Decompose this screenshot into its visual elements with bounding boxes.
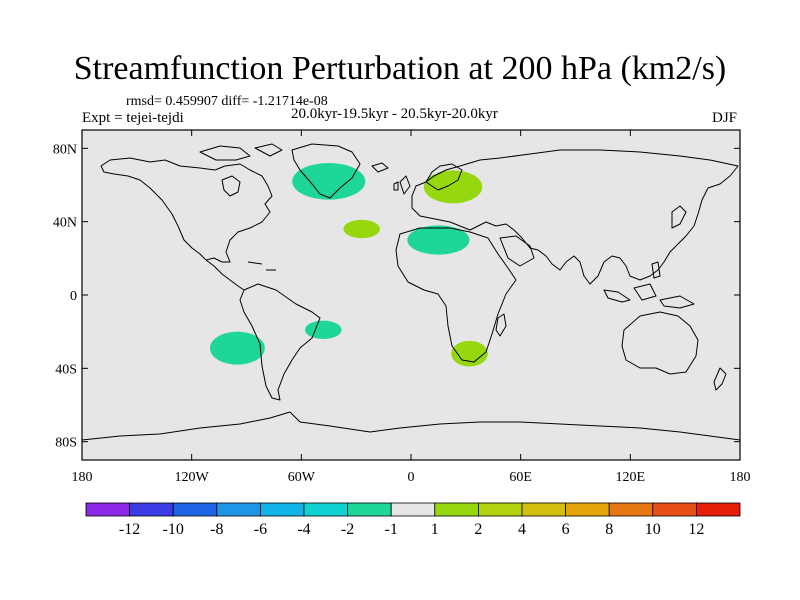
coast-south-america	[239, 283, 321, 401]
coast-iceland	[371, 162, 389, 173]
experiment-label: Expt = tejei-tejdi	[82, 110, 184, 126]
coast-madagascar	[495, 313, 507, 337]
colorbar-swatch	[259, 502, 305, 517]
lon-tick-label: 180	[72, 470, 93, 485]
colorbar-label: 2	[474, 521, 482, 538]
coast-australia	[621, 311, 699, 375]
coast-eurasia	[411, 149, 739, 285]
colorbar-swatch	[85, 502, 130, 517]
coast-new-zealand	[713, 367, 727, 391]
coast-arctic-islands	[199, 143, 283, 161]
colorbar-swatch	[216, 502, 261, 517]
colorbar-swatch	[521, 502, 566, 517]
colorbar-label: 6	[562, 521, 570, 538]
map-background	[82, 130, 740, 460]
colorbar-label: 1	[431, 521, 439, 538]
anomaly-southern-africa-positive	[451, 340, 488, 367]
colorbar-label: -8	[210, 521, 223, 538]
colorbar-label: -2	[341, 521, 354, 538]
colorbar-label: -6	[254, 521, 267, 538]
colorbar-swatch	[347, 502, 392, 517]
coast-antarctica	[82, 411, 740, 441]
season-label: DJF	[712, 110, 738, 126]
anomaly-mid-atlantic-positive	[343, 219, 380, 239]
latitude-axis: 80N 40N 0 40S 80S	[53, 142, 740, 451]
lon-tick-label: 60W	[288, 470, 316, 485]
lon-tick-label: 180	[730, 470, 751, 485]
anomaly-north-atlantic-negative	[292, 163, 366, 200]
coast-japan	[671, 205, 687, 229]
longitude-axis: 180 120W 60W 0 60E 120E 180	[72, 130, 751, 485]
lon-tick-label: 60E	[509, 470, 532, 485]
coast-scandinavia	[425, 163, 463, 191]
coast-hudson-bay	[221, 175, 241, 197]
colorbar-label: -10	[163, 521, 184, 538]
colorbar-label: 10	[645, 521, 661, 538]
lat-tick-label: 40N	[53, 216, 77, 231]
anomaly-contours	[209, 163, 488, 367]
colorbar-label: 4	[518, 521, 526, 538]
statistics-text: rmsd= 0.459907 diff= -1.21714e-08	[126, 94, 328, 109]
colorbar-swatch	[434, 502, 479, 517]
coast-north-america	[100, 157, 273, 263]
lon-tick-label: 120E	[616, 470, 646, 485]
anomaly-southeast-pacific-negative	[209, 331, 265, 365]
colorbar-swatch	[565, 502, 610, 517]
lon-tick-label: 0	[408, 470, 415, 485]
lat-tick-label: 0	[70, 289, 77, 304]
coast-maritime-continent	[603, 261, 695, 309]
plot-title: Streamfunction Perturbation at 200 hPa (…	[73, 50, 727, 87]
colorbar-swatch	[129, 502, 174, 517]
coast-africa	[395, 227, 517, 363]
colorbar-label: -12	[119, 521, 140, 538]
coast-central-america	[205, 259, 276, 291]
anomaly-europe-positive	[423, 170, 483, 204]
coast-british-isles	[393, 175, 411, 195]
anomaly-south-atlantic-negative	[304, 320, 342, 340]
colorbar-swatch	[608, 502, 654, 517]
period-label: 20.0kyr-19.5kyr - 20.5kyr-20.0kyr	[291, 106, 498, 122]
colorbar-swatch	[172, 502, 218, 517]
colorbar-swatch	[652, 502, 697, 517]
coastlines	[82, 143, 740, 441]
lat-tick-label: 40S	[55, 362, 77, 377]
lat-tick-label: 80N	[53, 142, 77, 157]
colorbar-label: 12	[688, 521, 704, 538]
colorbar-swatch	[390, 502, 436, 517]
colorbar-label: -4	[297, 521, 310, 538]
coast-greenland	[291, 143, 361, 199]
colorbar-swatch	[696, 502, 741, 517]
colorbar-swatch	[477, 502, 523, 517]
coast-arabia	[499, 235, 535, 267]
lat-tick-label: 80S	[55, 436, 77, 451]
anomaly-north-africa-negative	[407, 225, 470, 255]
colorbar-swatch	[303, 502, 348, 517]
colorbar-label: -1	[385, 521, 398, 538]
colorbar-label: 8	[605, 521, 613, 538]
colorbar: -12 -10 -8 -6 -4 -2 -1 1 2 4 6 8 10 12	[85, 502, 741, 538]
lon-tick-label: 120W	[175, 470, 210, 485]
